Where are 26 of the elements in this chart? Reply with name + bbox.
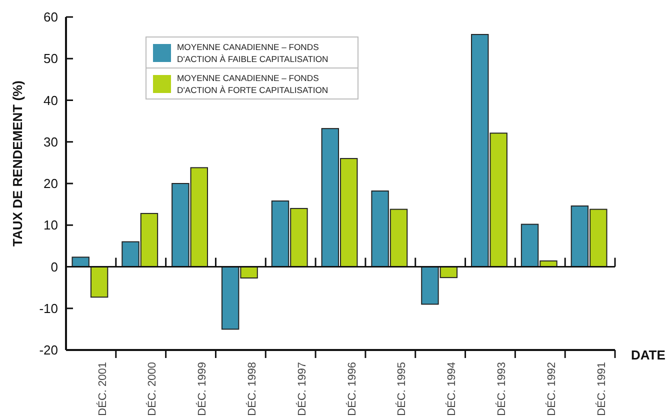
x-tick-label: DÉC. 1999 <box>196 362 209 416</box>
y-tick-label: 0 <box>50 259 58 274</box>
x-tick-label: DÉC. 1998 <box>246 362 259 416</box>
x-tick-label: DÉC. 1994 <box>445 362 458 416</box>
y-tick-label: 60 <box>44 10 58 25</box>
x-tick-label: DÉC. 1996 <box>345 362 358 416</box>
y-axis-title: TAUX DE RENDEMENT (%) <box>10 80 25 246</box>
legend-label: MOYENNE CANADIENNE – FONDS D'ACTION À FORTE CAPITALISATION <box>177 73 328 96</box>
y-tick-label: 40 <box>44 92 58 108</box>
y-tick-label: -20 <box>39 342 58 358</box>
x-tick-label: DÉC. 1992 <box>544 362 558 416</box>
legend-label: MOYENNE CANADIENNE – FONDS D'ACTION À FAIBLE CAPITALISATION <box>177 42 328 64</box>
y-tick-label: -10 <box>39 300 58 316</box>
x-axis-title: DATE <box>631 348 666 363</box>
x-tick-label: DÉC. 1995 <box>395 362 408 416</box>
x-tick-label: DÉC. 1997 <box>295 362 308 416</box>
y-tick-label: 30 <box>44 134 58 150</box>
x-tick-label: DÉC. 1991 <box>594 362 608 416</box>
y-tick-label: 50 <box>44 51 58 66</box>
y-tick-label: 10 <box>44 218 58 233</box>
x-tick-label: DÉC. 2000 <box>146 362 159 416</box>
bar <box>90 266 108 298</box>
bar <box>72 256 90 268</box>
x-tick-label: DÉC. 1993 <box>495 362 508 416</box>
y-tick-label: 20 <box>44 176 58 192</box>
x-tick-label: DÉC. 2001 <box>96 362 109 416</box>
